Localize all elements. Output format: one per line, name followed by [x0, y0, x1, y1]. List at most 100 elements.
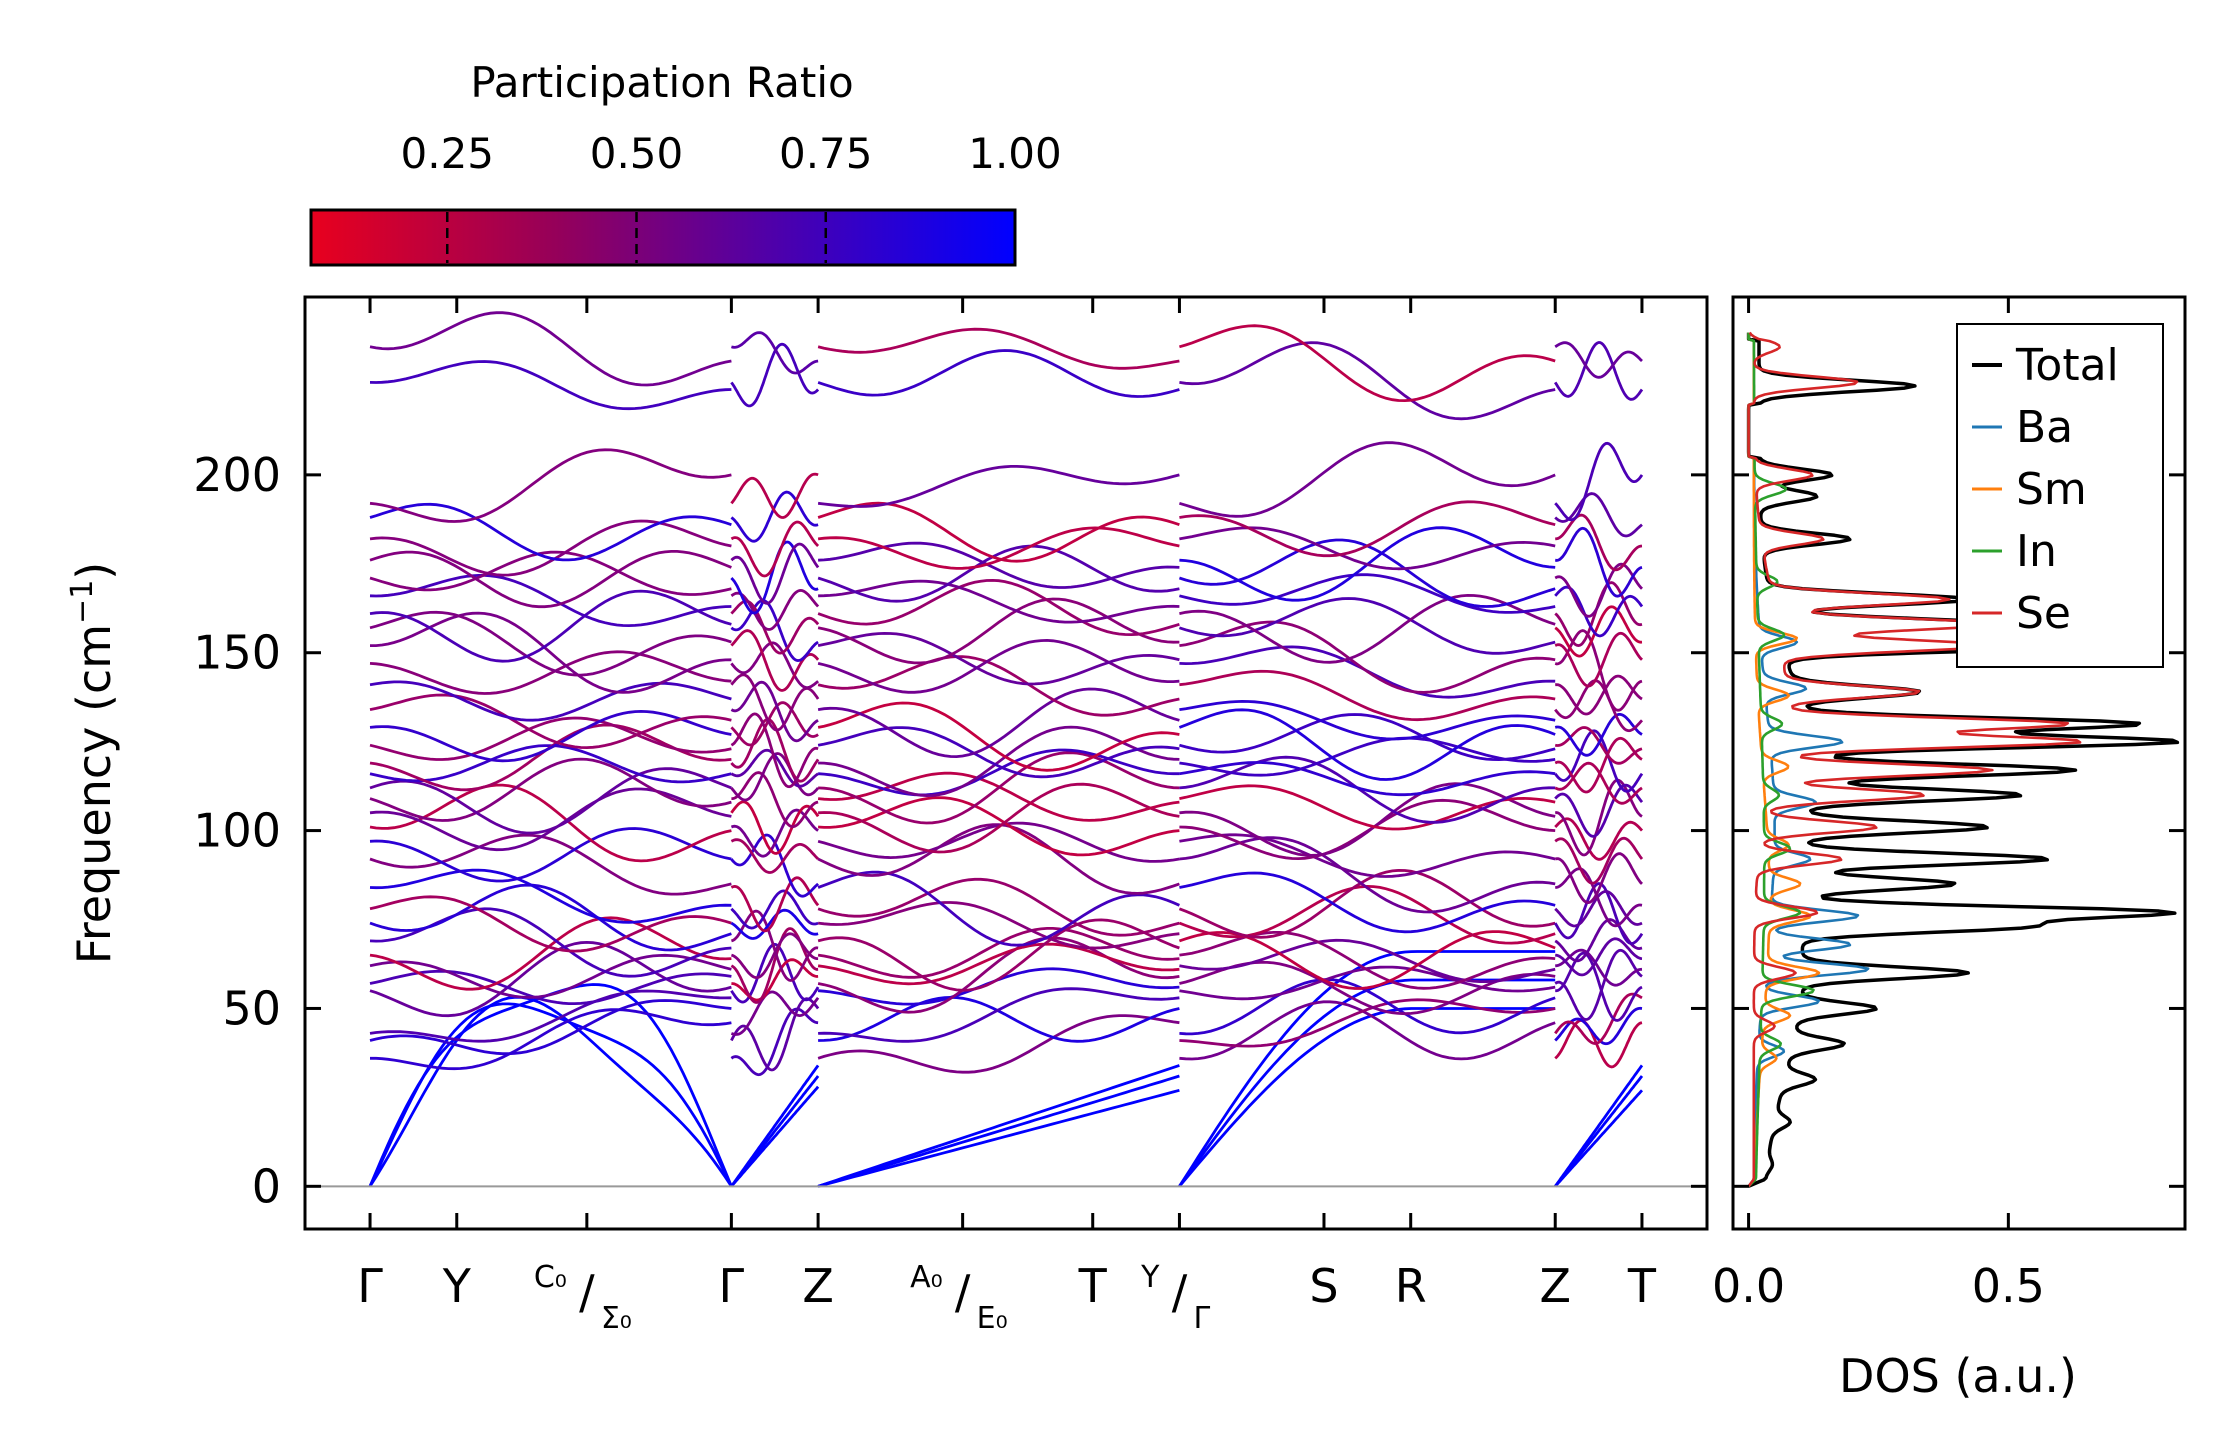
band-4-33	[1555, 513, 1643, 572]
band-2-20	[818, 748, 1180, 797]
kpoint-sub-7: Γ	[1193, 1301, 1210, 1336]
legend-label-sm: Sm	[2016, 464, 2087, 515]
kpoint-label-3: Γ	[719, 1259, 745, 1313]
band-1-5	[730, 990, 820, 1036]
band-4-14	[1554, 852, 1643, 905]
kpoint-label-10: Z	[1539, 1259, 1571, 1313]
band-3-12	[1178, 868, 1556, 939]
band-0-0	[368, 995, 733, 1188]
band-1-8	[730, 927, 819, 1004]
band-2-8	[817, 942, 1180, 986]
band-2-36	[817, 349, 1180, 398]
band-4-7	[1554, 948, 1643, 1021]
band-1-24	[730, 680, 819, 743]
band-4-20	[1554, 729, 1644, 793]
band-3-6	[1179, 965, 1556, 1001]
band-2-16	[818, 796, 1180, 857]
band-2-24	[817, 687, 1180, 759]
y-axis-title-text: Frequency (cm	[67, 624, 121, 964]
band-4-32	[1555, 526, 1643, 598]
svg-text:Frequency (cm−1): Frequency (cm−1)	[65, 562, 121, 965]
band-4-36	[1554, 341, 1644, 401]
band-4-18	[1554, 783, 1644, 838]
band-2-34	[817, 501, 1180, 563]
band-3-34	[1179, 500, 1556, 558]
band-2-12	[817, 877, 1180, 937]
band-3-28	[1178, 597, 1556, 655]
band-4-24	[1554, 679, 1644, 733]
kpoint-label-9: R	[1395, 1259, 1427, 1313]
band-0-24	[369, 693, 732, 750]
kpoint-label-5: /	[955, 1265, 971, 1319]
band-0-34	[369, 502, 732, 562]
band-4-21	[1554, 736, 1643, 794]
legend-frame	[1956, 323, 2164, 668]
dos-axes-frame	[1731, 295, 2187, 1231]
band-3-9	[1179, 931, 1556, 990]
band-0-20	[369, 744, 732, 784]
band-3-16	[1179, 798, 1556, 861]
band-1-31	[730, 540, 819, 615]
band-2-6	[817, 967, 1180, 1006]
band-1-15	[730, 838, 820, 874]
band-0-4	[369, 999, 732, 1056]
band-4-19	[1554, 761, 1643, 805]
band-2-11	[817, 901, 1180, 950]
band-2-22	[817, 726, 1180, 779]
band-0-5	[369, 989, 732, 1043]
band-0-9	[369, 916, 732, 991]
band-4-15	[1554, 836, 1644, 885]
band-1-35	[730, 472, 819, 519]
band-0-3	[370, 1008, 732, 1071]
band-2-37	[817, 327, 1180, 370]
band-3-25	[1179, 669, 1556, 722]
band-2-15	[817, 821, 1180, 863]
band-1-2	[730, 1064, 820, 1188]
band-3-23	[1178, 708, 1556, 781]
band-4-5	[1554, 992, 1643, 1045]
band-0-8	[369, 953, 732, 999]
band-4-35	[1554, 441, 1644, 522]
band-1-34	[730, 490, 819, 543]
colorbar: Participation Ratio 0.25 0.50 0.75 1.00	[309, 58, 1062, 267]
band-2-2	[817, 1064, 1180, 1188]
kpoint-sup-5: A₀	[910, 1260, 943, 1295]
band-3-31	[1178, 538, 1556, 608]
kpoint-label-2: /	[579, 1265, 595, 1319]
band-ytick-label-2: 100	[193, 804, 281, 858]
band-4-6	[1555, 951, 1643, 1022]
band-2-13	[817, 870, 1180, 947]
kpoint-label-6: T	[1078, 1259, 1108, 1313]
band-1-33	[730, 520, 820, 578]
band-1-12	[730, 889, 819, 930]
band-ytick-label-0: 0	[252, 1159, 281, 1213]
band-3-22	[1179, 713, 1556, 762]
dos-curve-sm	[1747, 332, 1821, 1188]
band-0-18	[369, 757, 732, 822]
band-2-28	[817, 597, 1180, 665]
band-4-11	[1553, 882, 1644, 946]
band-2-35	[817, 464, 1180, 508]
colorbar-tick-label-1: 0.50	[590, 129, 684, 178]
colorbar-ticks	[446, 212, 828, 263]
colorbar-title: Participation Ratio	[470, 58, 853, 107]
band-2-25	[817, 655, 1180, 717]
band-2-29	[817, 578, 1180, 637]
band-3-21	[1179, 736, 1556, 777]
kpoint-sub-5: E₀	[977, 1301, 1008, 1336]
band-3-4	[1179, 998, 1556, 1048]
band-0-33	[369, 519, 732, 577]
colorbar-tick-labels: 0.25 0.50 0.75 1.00	[401, 129, 1062, 178]
kpoint-sub-2: Σ₀	[601, 1301, 632, 1336]
dos-lines	[1746, 331, 2180, 1188]
band-3-18	[1179, 784, 1556, 831]
band-3-33	[1179, 526, 1556, 571]
band-1-22	[730, 712, 819, 789]
band-ytick-label-3: 150	[193, 626, 281, 680]
band-0-14	[369, 833, 732, 896]
band-2-32	[818, 541, 1180, 589]
kpoint-label-7: /	[1172, 1265, 1188, 1319]
band-ytick-label-1: 50	[222, 981, 281, 1035]
